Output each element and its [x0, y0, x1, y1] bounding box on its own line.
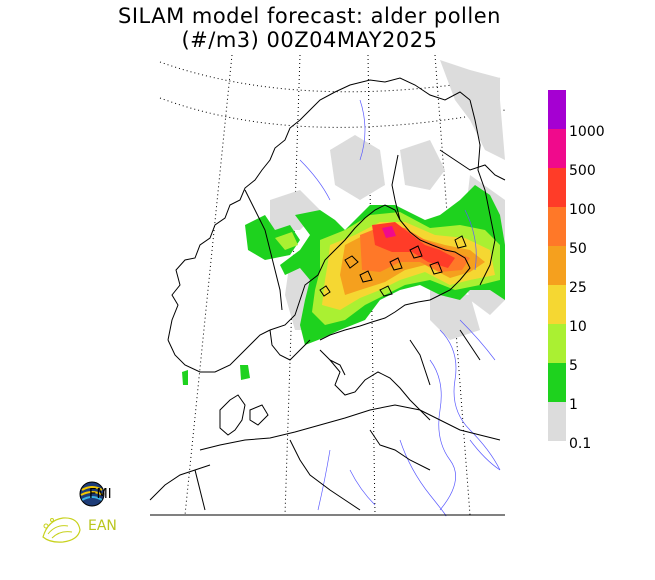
legend-label-1000: 1000: [569, 124, 605, 140]
graticule-line: [284, 54, 301, 516]
legend-swatch-5: [548, 324, 566, 363]
legend-label-1: 1: [569, 397, 578, 413]
coastlines: [149, 77, 506, 516]
legend-label-25: 25: [569, 280, 587, 296]
graticule: [159, 54, 506, 516]
legend-label-100: 100: [569, 202, 596, 218]
graticule-line: [434, 54, 471, 516]
map-title-line2: (#/m3) 00Z04MAY2025: [181, 28, 438, 52]
legend-label-500: 500: [569, 163, 596, 179]
legend-label-10: 10: [569, 319, 587, 335]
legend-swatch-1000: [548, 90, 566, 129]
pollen-band-500-1000: [382, 226, 396, 238]
ean-logo: [42, 517, 81, 543]
legend-label-50: 50: [569, 241, 587, 257]
legend-swatch-50: [548, 207, 566, 246]
graticule-line: [367, 54, 376, 516]
legend-swatch-1: [548, 363, 566, 402]
legend-swatch-10: [548, 285, 566, 324]
legend-swatch-100: [548, 168, 566, 207]
graticule-line: [184, 54, 233, 516]
fmi-logo-text: FMI: [89, 487, 112, 502]
ean-logo-text: EAN: [88, 518, 117, 534]
map-title-line1: SILAM model forecast: alder pollen: [118, 4, 501, 28]
legend-label-5: 5: [569, 358, 578, 374]
legend-swatch-0-1: [548, 402, 566, 441]
fmi-logo: [79, 481, 105, 507]
legend-label-0-1: 0.1: [569, 436, 592, 452]
graticule-line: [159, 97, 506, 128]
legend-swatch-500: [548, 129, 566, 168]
legend-swatch-25: [548, 246, 566, 285]
